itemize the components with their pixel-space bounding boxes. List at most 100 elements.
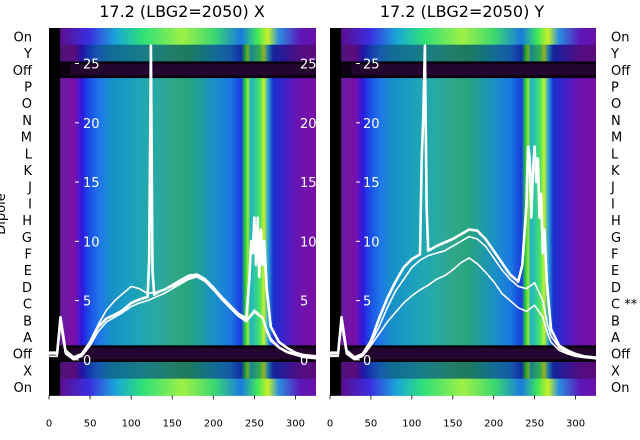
x-tick-label: 150 xyxy=(163,418,182,429)
row-label: I xyxy=(611,197,615,212)
x-tick-label: 100 xyxy=(122,418,141,429)
heatmap-row-on xyxy=(330,378,596,396)
heatmap-row-shade xyxy=(49,362,316,380)
row-label: M xyxy=(611,131,622,146)
panel-x-overlay-lines xyxy=(49,44,317,361)
row-label: X xyxy=(23,364,32,379)
overlay-tick-label-right: 5 xyxy=(300,295,308,310)
heatmap-row-h xyxy=(49,211,316,229)
overlay-tick-label: 0 xyxy=(83,354,91,369)
row-label: J xyxy=(610,181,615,196)
row-label: F xyxy=(25,247,32,262)
heatmap-off-band xyxy=(70,64,316,76)
heatmap-row-y xyxy=(49,44,316,62)
heatmap-row-k xyxy=(49,161,316,179)
overlay-tick-label: 0 xyxy=(363,354,371,369)
x-tick-label: 0 xyxy=(327,418,333,429)
row-label: E xyxy=(611,264,619,279)
panel-y-x-ticks: 0 50 100 150 200 250 300 xyxy=(327,395,585,429)
row-label: On xyxy=(611,30,629,45)
panel-x-x-ticks: 0 50 100 150 200 250 300 xyxy=(46,395,305,429)
overlay-series-1 xyxy=(49,44,317,359)
overlay-series-3 xyxy=(330,257,597,361)
overlay-tick-label-right: 25 xyxy=(300,58,317,73)
row-label: K xyxy=(23,164,32,179)
heatmap-row-l xyxy=(330,144,596,163)
heatmap-row-on xyxy=(330,28,596,46)
heatmap-row-shade xyxy=(49,44,316,62)
heatmap-off-band xyxy=(351,348,596,359)
row-label: On xyxy=(611,381,629,396)
x-tick-label: 100 xyxy=(402,418,421,429)
overlay-tick-label: 15 xyxy=(83,176,100,191)
x-tick-label: 200 xyxy=(204,418,223,429)
heatmap-row-f xyxy=(330,245,596,263)
row-label: A xyxy=(23,331,32,346)
heatmap-row-a xyxy=(49,328,316,346)
overlay-series-1 xyxy=(330,44,597,359)
row-label: Y xyxy=(23,47,32,62)
heatmap-off-band xyxy=(351,64,596,76)
x-tick-label: 250 xyxy=(245,418,264,429)
heatmap-row-g xyxy=(49,228,316,246)
row-label: On xyxy=(14,381,32,396)
heatmap-off-band xyxy=(70,348,316,359)
row-label: I xyxy=(28,197,32,212)
heatmap-row-b xyxy=(49,311,316,330)
row-label: P xyxy=(611,80,619,95)
overlay-series-2 xyxy=(330,235,597,360)
row-label: X xyxy=(611,364,620,379)
row-label: K xyxy=(611,164,620,179)
panel-y-title: 17.2 (LBG2=2050) Y xyxy=(380,2,545,21)
overlay-tick-label: 10 xyxy=(83,235,100,250)
row-label: C xyxy=(23,298,32,313)
panel-x-overlay-ticks: 0 0 5 5 10 10 15 15 20 20 25 25 xyxy=(75,58,317,369)
heatmap-row-p xyxy=(330,78,596,96)
row-label: J xyxy=(27,181,32,196)
heatmap-row-x xyxy=(330,362,596,380)
row-label: A xyxy=(611,331,620,346)
overlay-tick-label: 25 xyxy=(83,58,100,73)
heatmap-row-x xyxy=(49,362,316,380)
x-tick-label: 50 xyxy=(84,418,97,429)
overlay-tick-label-right: 0 xyxy=(300,354,308,369)
y-axis-label: Dipole xyxy=(0,193,9,234)
x-tick-label: 250 xyxy=(525,418,544,429)
panel-y: 17.2 (LBG2=2050) Y 0 5 10 15 20 25 0 50 100 150 2… xyxy=(327,2,638,429)
row-label: O xyxy=(611,97,621,112)
row-label: P xyxy=(24,80,32,95)
heatmap-row-shade xyxy=(330,44,596,62)
heatmap-row-g xyxy=(330,228,596,246)
row-label: L xyxy=(611,147,619,162)
row-label: B xyxy=(23,314,32,329)
overlay-tick-label: 10 xyxy=(363,235,380,250)
panel-x-title: 17.2 (LBG2=2050) X xyxy=(99,2,265,21)
heatmap-row-on xyxy=(49,28,316,46)
heatmap-row-j xyxy=(49,178,316,196)
row-label: F xyxy=(611,247,618,262)
overlay-tick-label-right: 20 xyxy=(300,117,317,132)
overlay-tick-label-right: 10 xyxy=(300,235,317,250)
row-label: Off xyxy=(611,348,631,363)
heatmap-left-edge xyxy=(330,28,341,396)
heatmap-row-o xyxy=(49,94,316,112)
overlay-tick-label: 5 xyxy=(363,295,371,310)
heatmap-row-i xyxy=(330,195,596,213)
heatmap-row-m xyxy=(49,128,316,146)
row-label: Off xyxy=(611,64,631,79)
heatmap-row-p xyxy=(49,78,316,96)
x-tick-label: 150 xyxy=(443,418,462,429)
x-tick-label: 300 xyxy=(286,418,305,429)
heatmap-row-a xyxy=(330,328,596,346)
row-label: Off xyxy=(13,348,33,363)
heatmap-row-l xyxy=(49,144,316,163)
heatmap-row-b xyxy=(330,311,596,330)
row-label: H xyxy=(22,214,32,229)
heatmap-row-i xyxy=(49,195,316,213)
heatmap-left-edge xyxy=(49,28,60,396)
row-label: On xyxy=(14,30,32,45)
